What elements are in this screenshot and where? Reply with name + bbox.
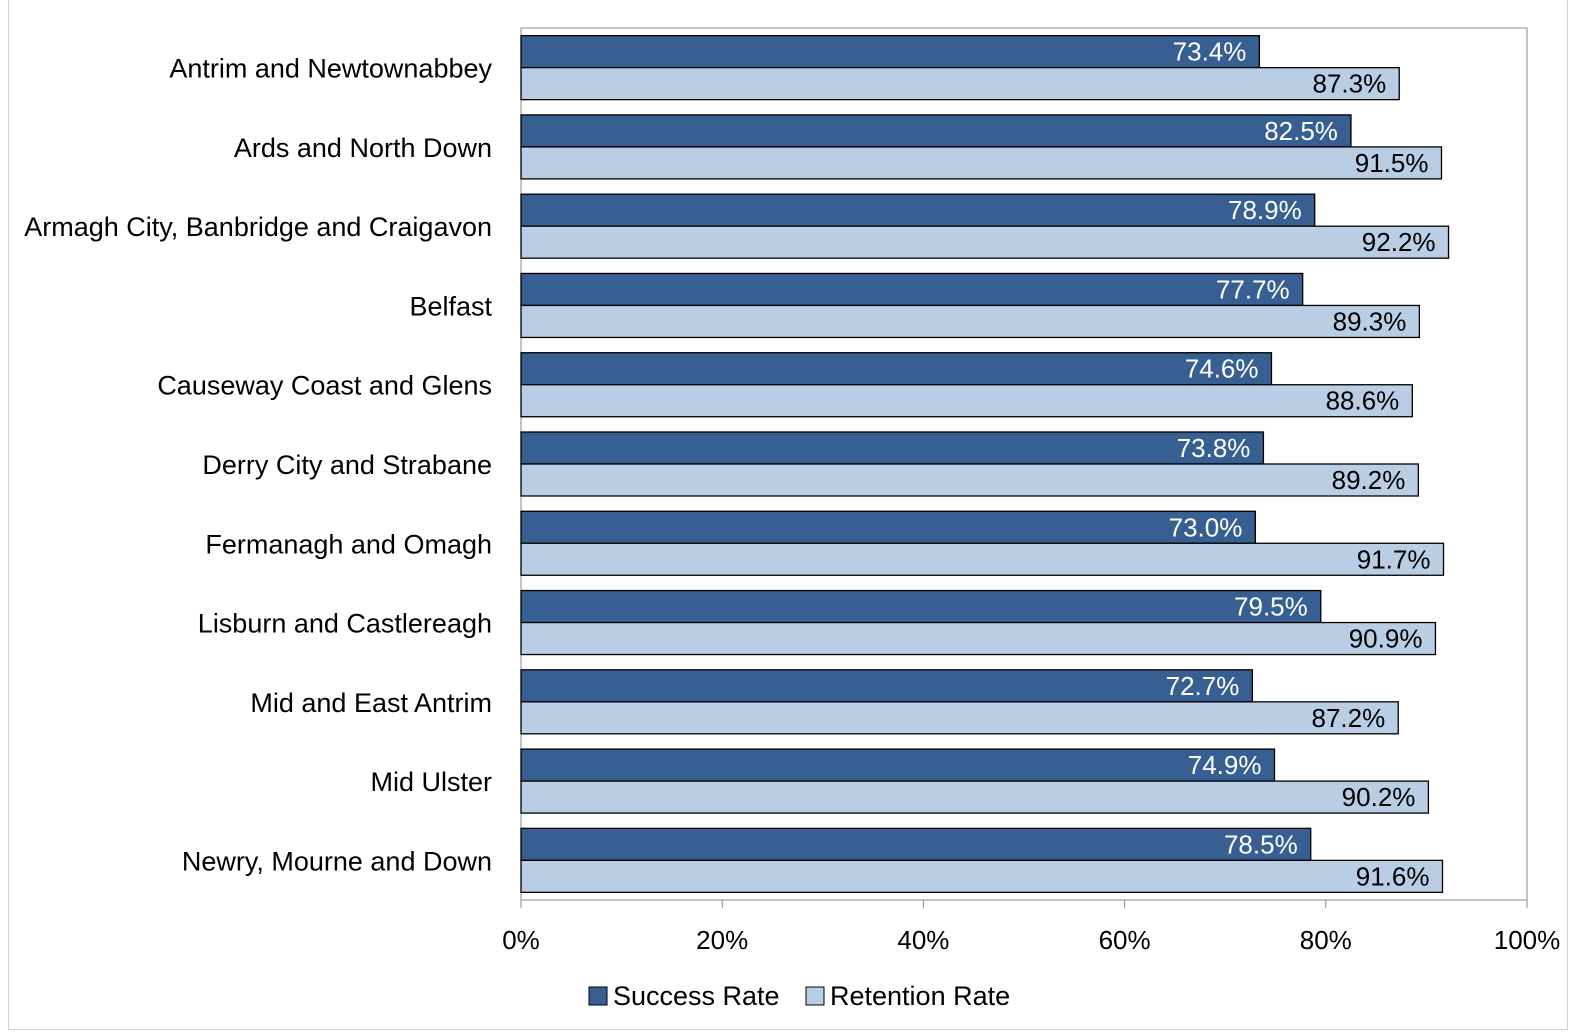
- legend-label: Success Rate: [613, 981, 780, 1011]
- legend-swatch: [588, 986, 608, 1006]
- category-label: Ards and North Down: [234, 133, 492, 163]
- category-label: Antrim and Newtownabbey: [169, 54, 492, 84]
- x-tick-label: 80%: [1300, 925, 1352, 955]
- success-rate-label: 78.5%: [1224, 829, 1298, 859]
- success-rate-bar: [520, 272, 1304, 307]
- category-label: Belfast: [409, 291, 492, 321]
- retention-rate-label: 90.9%: [1349, 624, 1423, 654]
- category-label: Lisburn and Castlereagh: [198, 609, 492, 639]
- retention-rate-label: 91.5%: [1355, 148, 1429, 178]
- category-labels: Antrim and Newtownabbey Ards and North Do…: [24, 54, 492, 877]
- success-rate-label: 74.6%: [1185, 354, 1259, 384]
- category-label: Mid Ulster: [370, 767, 492, 797]
- success-rate-label: 72.7%: [1166, 671, 1240, 701]
- x-tick-label: 100%: [1494, 925, 1561, 955]
- x-tick-label: 0%: [502, 925, 540, 955]
- success-rate-bar: [520, 34, 1261, 69]
- x-axis: 0% 20% 40% 60% 80% 100%: [502, 899, 1561, 955]
- x-tick-label: 40%: [897, 925, 949, 955]
- retention-rate-label: 89.2%: [1332, 465, 1406, 495]
- success-rate-label: 77.7%: [1216, 274, 1290, 304]
- retention-rate-bar: [520, 304, 1421, 339]
- success-rate-label: 73.8%: [1177, 433, 1251, 463]
- retention-rate-label: 88.6%: [1326, 386, 1400, 416]
- retention-rate-label: 90.2%: [1342, 782, 1416, 812]
- retention-rate-bar: [520, 384, 1413, 418]
- success-rate-label: 82.5%: [1264, 116, 1338, 146]
- retention-rate-label: 92.2%: [1362, 227, 1436, 257]
- retention-rate-label: 89.3%: [1333, 306, 1407, 336]
- category-label: Derry City and Strabane: [202, 450, 492, 480]
- success-rate-bar: [520, 827, 1312, 862]
- success-rate-bar: [520, 114, 1352, 148]
- retention-rate-bar: [520, 542, 1445, 576]
- success-rate-bar: [520, 669, 1254, 703]
- success-rate-label: 78.9%: [1228, 195, 1302, 225]
- success-rate-label: 73.0%: [1169, 512, 1243, 542]
- retention-rate-label: 87.2%: [1311, 703, 1385, 733]
- success-rate-label: 79.5%: [1234, 592, 1308, 622]
- chart-frame: [8, 0, 1568, 1030]
- retention-rate-bar: [520, 859, 1444, 894]
- success-rate-bar: [520, 431, 1265, 465]
- category-label: Newry, Mourne and Down: [182, 846, 492, 876]
- retention-rate-label: 91.7%: [1357, 544, 1431, 574]
- legend-item-retention-rate: Retention Rate: [805, 981, 1010, 1011]
- retention-rate-bar: [520, 66, 1400, 101]
- success-rate-bar: [520, 352, 1273, 386]
- category-label: Causeway Coast and Glens: [157, 371, 492, 401]
- category-label: Mid and East Antrim: [250, 688, 492, 718]
- plot-area: 73.4% 87.3% 82.5% 91.5% 78.9% 92.2% 77.7% 89.3%…: [520, 27, 1528, 901]
- success-rate-label: 74.9%: [1188, 750, 1262, 780]
- success-rate-bar: [520, 748, 1276, 782]
- legend: Success Rate Retention Rate: [588, 981, 1010, 1011]
- retention-rate-bar: [520, 780, 1430, 814]
- category-label: Fermanagh and Omagh: [205, 529, 492, 559]
- success-rate-label: 73.4%: [1173, 37, 1247, 67]
- legend-item-success-rate: Success Rate: [588, 981, 780, 1011]
- retention-rate-label: 91.6%: [1356, 861, 1430, 891]
- category-label: Armagh City, Banbridge and Craigavon: [24, 212, 492, 242]
- retention-rate-bar: [520, 146, 1443, 180]
- retention-rate-bar: [520, 463, 1420, 497]
- retention-rate-label: 87.3%: [1313, 69, 1387, 99]
- legend-label: Retention Rate: [830, 981, 1010, 1011]
- legend-swatch: [805, 986, 825, 1006]
- success-rate-bar: [520, 589, 1322, 624]
- x-tick-label: 60%: [1099, 925, 1151, 955]
- retention-rate-bar: [520, 621, 1437, 656]
- success-rate-bar: [520, 193, 1316, 227]
- success-rate-bar: [520, 510, 1257, 544]
- x-tick-label: 20%: [696, 925, 748, 955]
- retention-rate-bar: [520, 225, 1450, 259]
- retention-rate-bar: [520, 701, 1399, 735]
